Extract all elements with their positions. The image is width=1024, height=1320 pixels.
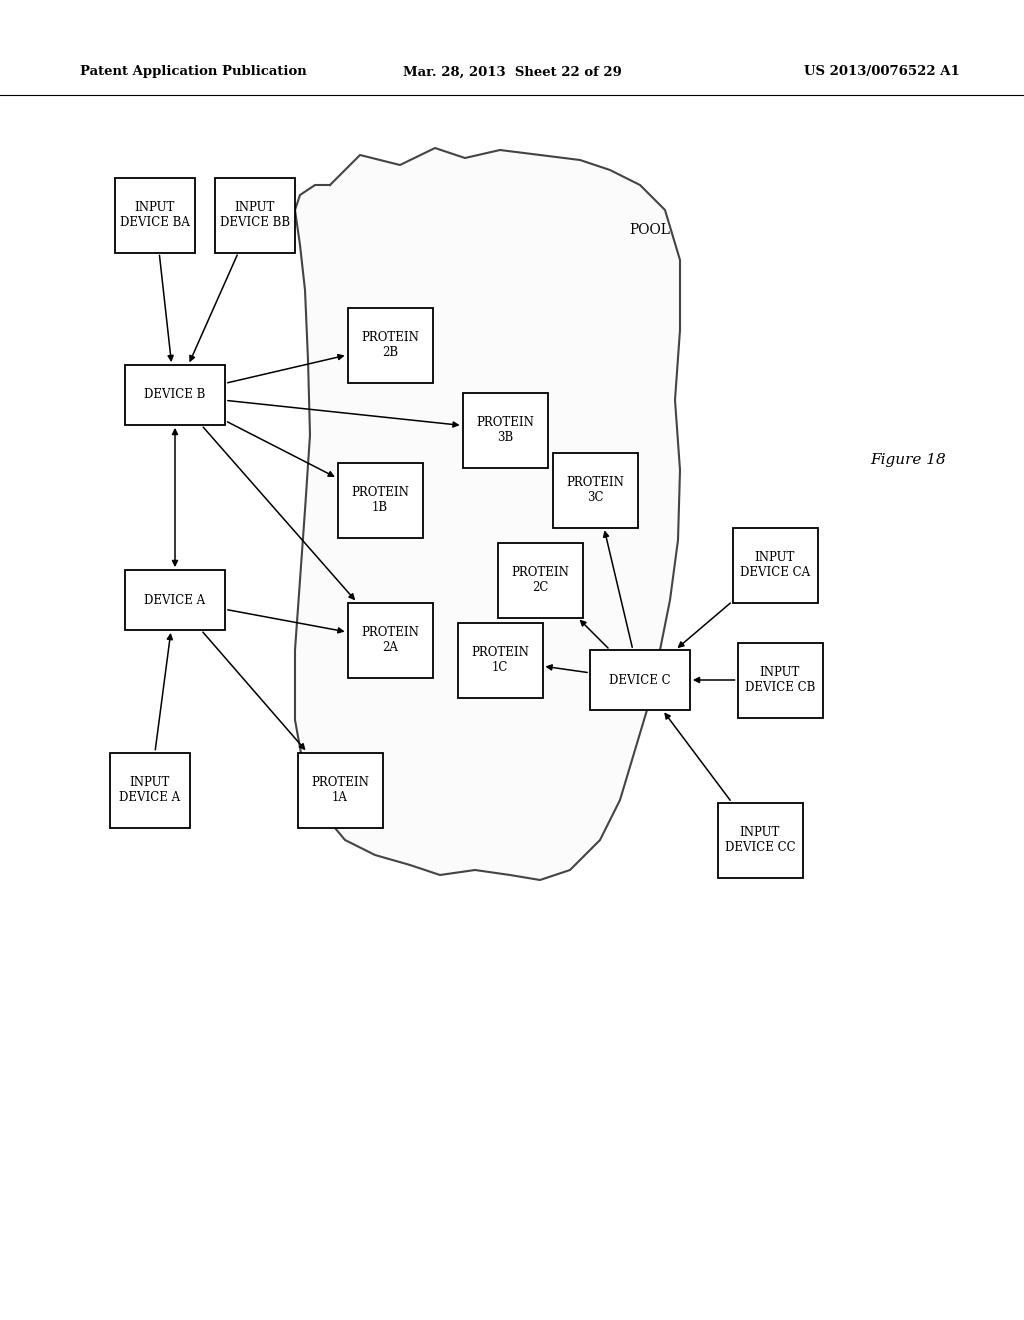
Text: DEVICE B: DEVICE B <box>144 388 206 401</box>
Bar <box>732 528 817 602</box>
Text: Figure 18: Figure 18 <box>870 453 946 467</box>
Text: DEVICE C: DEVICE C <box>609 673 671 686</box>
Text: INPUT
DEVICE BB: INPUT DEVICE BB <box>220 201 290 228</box>
Text: PROTEIN
3C: PROTEIN 3C <box>566 477 624 504</box>
Text: INPUT
DEVICE A: INPUT DEVICE A <box>120 776 180 804</box>
Text: INPUT
DEVICE BA: INPUT DEVICE BA <box>120 201 189 228</box>
Text: INPUT
DEVICE CC: INPUT DEVICE CC <box>725 826 796 854</box>
Bar <box>347 602 432 677</box>
Bar <box>347 308 432 383</box>
Text: PROTEIN
1A: PROTEIN 1A <box>311 776 369 804</box>
Bar <box>498 543 583 618</box>
Text: INPUT
DEVICE CB: INPUT DEVICE CB <box>744 667 815 694</box>
Bar <box>215 177 295 252</box>
Text: PROTEIN
3B: PROTEIN 3B <box>476 416 534 444</box>
Text: DEVICE A: DEVICE A <box>144 594 206 606</box>
Text: PROTEIN
2B: PROTEIN 2B <box>361 331 419 359</box>
Bar <box>110 752 190 828</box>
Text: INPUT
DEVICE CA: INPUT DEVICE CA <box>740 550 810 579</box>
Bar <box>115 177 195 252</box>
Text: Patent Application Publication: Patent Application Publication <box>80 66 307 78</box>
Text: Mar. 28, 2013  Sheet 22 of 29: Mar. 28, 2013 Sheet 22 of 29 <box>402 66 622 78</box>
Bar <box>458 623 543 697</box>
Bar <box>718 803 803 878</box>
Text: PROTEIN
2C: PROTEIN 2C <box>511 566 569 594</box>
Bar <box>125 570 225 630</box>
Text: PROTEIN
1B: PROTEIN 1B <box>351 486 409 513</box>
Bar <box>737 643 822 718</box>
Text: PROTEIN
1C: PROTEIN 1C <box>471 645 529 675</box>
Text: US 2013/0076522 A1: US 2013/0076522 A1 <box>804 66 961 78</box>
Bar <box>590 649 690 710</box>
Bar <box>553 453 638 528</box>
Text: PROTEIN
2A: PROTEIN 2A <box>361 626 419 653</box>
Bar <box>338 462 423 537</box>
Bar <box>298 752 383 828</box>
Text: POOL: POOL <box>630 223 671 238</box>
Polygon shape <box>295 148 680 880</box>
Bar <box>463 392 548 467</box>
Bar <box>125 366 225 425</box>
